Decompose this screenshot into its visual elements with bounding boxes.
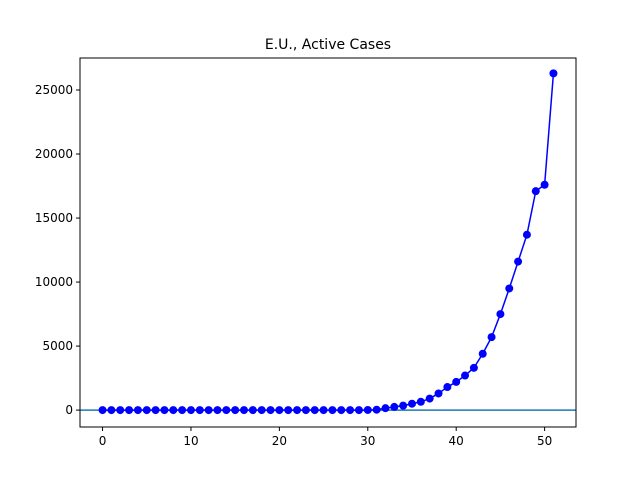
data-point (257, 406, 266, 415)
data-point (522, 230, 531, 239)
data-point (505, 284, 514, 293)
x-tick-label: 40 (449, 434, 464, 448)
data-point (204, 406, 213, 415)
data-point (461, 371, 470, 380)
data-point (416, 397, 425, 406)
data-point (116, 406, 125, 415)
y-tick-label: 25000 (35, 83, 73, 97)
data-point (478, 349, 487, 358)
data-point (487, 333, 496, 342)
data-point (549, 69, 558, 78)
data-point (514, 257, 523, 266)
data-point (98, 406, 107, 415)
data-point (266, 406, 275, 415)
y-tick-label: 15000 (35, 211, 73, 225)
data-point (186, 406, 195, 415)
data-point (425, 394, 434, 403)
x-tick-label: 30 (360, 434, 375, 448)
data-point (142, 406, 151, 415)
data-point (169, 406, 178, 415)
chart-title: E.U., Active Cases (265, 37, 391, 53)
data-point (310, 406, 319, 415)
x-tick-label: 20 (272, 434, 287, 448)
data-point (195, 406, 204, 415)
data-point (301, 406, 310, 415)
data-point (213, 406, 222, 415)
data-point (443, 383, 452, 392)
x-tick-label: 50 (537, 434, 552, 448)
series-line (102, 73, 555, 411)
data-point (434, 389, 443, 398)
data-point (328, 406, 337, 415)
data-point (407, 399, 416, 408)
data-point (133, 406, 142, 415)
data-point (337, 406, 346, 415)
axes-frame (79, 57, 577, 428)
data-point (531, 187, 540, 196)
data-point (363, 405, 372, 414)
y-tick-label: 5000 (42, 339, 73, 353)
data-point (319, 406, 328, 415)
data-point (540, 180, 549, 189)
data-point (107, 406, 116, 415)
data-point (381, 404, 390, 413)
x-tick-label: 10 (183, 434, 198, 448)
data-point (354, 406, 363, 415)
data-point (240, 406, 249, 415)
data-point (496, 310, 505, 319)
data-point (390, 402, 399, 411)
data-point (160, 406, 169, 415)
data-point (399, 401, 408, 410)
data-point (293, 406, 302, 415)
axis-ticks: 0 10 20 30 40 50 0 5000 10000 15000 20000 25000 (35, 83, 552, 448)
data-point (125, 406, 134, 415)
data-point (284, 406, 293, 415)
data-point (275, 406, 284, 415)
x-tick-label: 0 (99, 434, 107, 448)
data-point (178, 406, 187, 415)
data-point (248, 406, 257, 415)
data-point (346, 406, 355, 415)
data-point (231, 406, 240, 415)
data-point (222, 406, 231, 415)
data-point (469, 363, 478, 372)
plot-area (80, 69, 576, 415)
data-point (452, 377, 461, 386)
data-point (372, 405, 381, 414)
y-tick-label: 0 (65, 403, 73, 417)
data-point (151, 406, 160, 415)
y-tick-label: 10000 (35, 275, 73, 289)
y-tick-label: 20000 (35, 147, 73, 161)
